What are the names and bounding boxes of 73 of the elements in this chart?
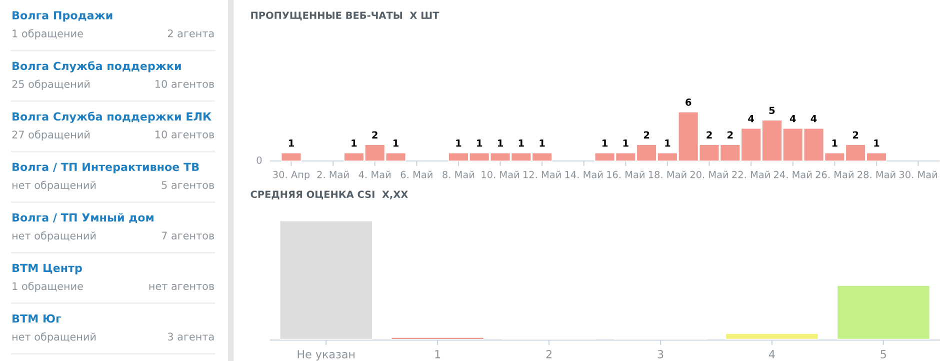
data-label: 4 <box>810 115 817 122</box>
text: нет обращений <box>12 231 96 242</box>
text: 25 обращений <box>12 80 90 90</box>
x-tick-label: 30. Апр <box>273 170 310 180</box>
data-label: 1 <box>665 140 670 147</box>
data-label: 4 <box>790 115 796 122</box>
data-label: 1 <box>477 140 482 147</box>
x-tick-label: 1 <box>435 350 440 358</box>
data-label: 1 <box>518 140 524 147</box>
text: ВТМ Центр <box>12 264 82 274</box>
data-label: 2 <box>644 131 650 138</box>
x-tick-label: 22. Май <box>732 170 770 178</box>
x-tick-label: 10. Май <box>482 170 519 178</box>
data-label: 5 <box>769 106 775 114</box>
text: Волга Служба поддержки ЕЛК <box>12 112 212 123</box>
bar <box>279 220 373 340</box>
text: Волга Служба поддержки <box>12 61 181 72</box>
text: нет обращений <box>12 180 96 192</box>
text: 5 агентов <box>162 181 214 189</box>
text: 0 <box>256 156 262 164</box>
bar <box>280 152 302 162</box>
data-label: 1 <box>498 140 503 147</box>
x-tick-label: 2 <box>546 350 552 358</box>
text: 27 обращений <box>12 130 90 141</box>
x-tick-label: 24. Май <box>774 170 812 178</box>
x-tick-label: 12. Май <box>524 170 561 178</box>
x-tick-label: 6. Май <box>400 170 432 178</box>
data-label: 1 <box>832 140 838 147</box>
data-label: 1 <box>456 140 462 147</box>
x-tick-label: 28. Май <box>858 170 896 178</box>
data-label: 1 <box>288 140 294 147</box>
text: ВТМ Юг <box>12 314 62 323</box>
data-label: 2 <box>706 131 712 138</box>
text: 3 агента <box>168 332 214 341</box>
data-label: 1 <box>602 140 608 147</box>
text: 10 агентов <box>156 130 214 138</box>
data-label: 2 <box>728 131 733 138</box>
text: 1 обращение <box>12 29 83 40</box>
data-label: 1 <box>540 140 545 147</box>
text: нет агентов <box>149 284 214 290</box>
x-tick-label: 20. Май <box>690 170 728 178</box>
x-tick-label: 5 <box>880 350 886 358</box>
data-label: 2 <box>372 131 378 138</box>
x-tick-label: Не указан <box>298 350 354 361</box>
x-tick-label: 14. Май <box>565 170 603 178</box>
chart-title: СРЕДНЯЯ ОЦЕНКА CSI X,XX <box>250 190 408 200</box>
text: Волга / ТП Интерактивное ТВ <box>12 162 199 174</box>
x-tick-label: 8. Май <box>442 170 474 178</box>
x-tick-label: 18. Май <box>648 170 686 178</box>
data-label: 4 <box>748 115 754 122</box>
x-tick-label: 4. Май <box>358 170 390 178</box>
text: Волга / ТП Умный дом <box>12 212 154 224</box>
bar <box>725 333 819 340</box>
x-tick-label: 16. Май <box>607 170 644 178</box>
data-label: 2 <box>852 131 858 138</box>
x-tick-label: 4 <box>768 350 775 358</box>
data-label: 1 <box>623 140 628 147</box>
text: 1 обращение <box>12 282 83 292</box>
text: 10 агентов <box>156 80 214 88</box>
text: Волга Продажи <box>12 11 112 22</box>
chart-title: ПРОПУЩЕННЫЕ ВЕБ-ЧАТЫ X ШТ <box>251 12 440 20</box>
x-tick-label: 3 <box>658 350 664 358</box>
data-label: 1 <box>874 140 880 147</box>
x-tick-label: 26. Май <box>816 170 854 178</box>
data-label: 1 <box>393 140 398 147</box>
data-label: 6 <box>686 98 692 106</box>
x-tick-label: 2. Май <box>317 170 349 178</box>
data-label: 1 <box>352 140 357 147</box>
x-tick-label: 30. Май <box>899 170 937 178</box>
text: 2 агента <box>168 29 214 38</box>
bar <box>836 285 930 340</box>
text: 7 агентов <box>162 232 214 240</box>
text: нет обращений <box>12 332 96 343</box>
